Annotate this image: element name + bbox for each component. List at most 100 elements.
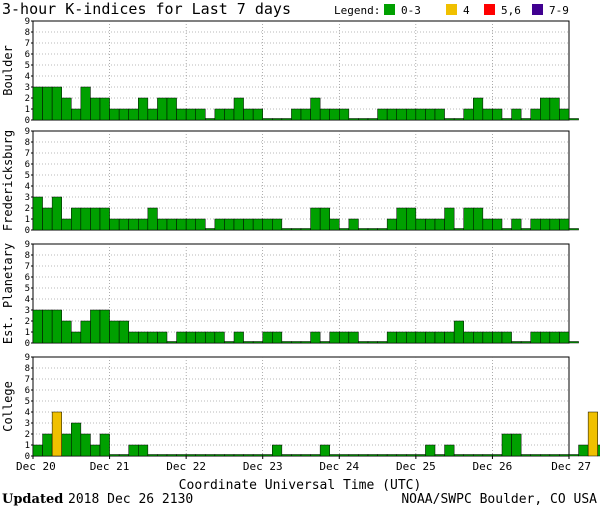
k-index-bar [291, 454, 302, 457]
k-index-bar [339, 331, 350, 344]
k-index-bar [166, 454, 177, 457]
k-index-bar [310, 207, 321, 231]
k-index-bar [597, 444, 600, 457]
y-tick-label: 5 [25, 397, 30, 407]
k-index-bar [243, 108, 254, 121]
k-index-bar [128, 331, 139, 344]
k-index-bar [329, 218, 340, 231]
updated-value: 2018 Dec 26 2130 [68, 492, 193, 507]
k-index-bar [42, 86, 53, 121]
k-index-bar [138, 97, 149, 121]
x-tick-label: Dec 20 [16, 460, 56, 473]
legend: 0-3 4 5,6 7-9 [384, 4, 569, 17]
k-index-bar [559, 218, 570, 231]
k-index-bar [367, 454, 378, 457]
k-index-bar [99, 433, 110, 457]
k-index-bar [61, 97, 72, 121]
k-index-bar [99, 97, 110, 121]
k-index-bar [444, 331, 455, 344]
k-index-bar [166, 218, 177, 231]
k-index-bar [262, 218, 273, 231]
k-index-bar [578, 444, 589, 457]
k-index-bar [147, 454, 158, 457]
k-index-bar [367, 228, 378, 231]
y-tick-label: 5 [25, 284, 30, 294]
k-index-bar [291, 341, 302, 344]
k-index-bar [214, 108, 225, 121]
k-index-bar [300, 341, 311, 344]
k-index-bar [549, 331, 560, 344]
y-tick-label: 9 [25, 353, 30, 363]
k-index-bar [252, 341, 263, 344]
k-index-bar [520, 341, 531, 344]
k-index-bar [348, 331, 359, 344]
k-index-bar [80, 86, 91, 121]
k-index-bar [281, 341, 292, 344]
y-tick-label: 5 [25, 61, 30, 71]
k-index-bar [32, 444, 43, 457]
k-index-bar [233, 331, 244, 344]
k-index-bar [463, 207, 474, 231]
k-index-bar [128, 218, 139, 231]
k-index-bar [453, 118, 464, 121]
k-index-bar [32, 309, 43, 344]
k-index-bar [185, 331, 196, 344]
legend-swatch [446, 4, 457, 15]
k-index-bar [71, 422, 82, 457]
y-tick-label: 1 [25, 105, 30, 115]
k-index-bar [482, 454, 493, 457]
k-index-bar [195, 331, 206, 344]
k-index-bar [492, 454, 503, 457]
k-index-bar [434, 454, 445, 457]
y-tick-label: 9 [25, 17, 30, 27]
x-tick-label: Dec 24 [319, 460, 359, 473]
k-index-bar [463, 454, 474, 457]
k-index-bar [559, 454, 570, 457]
k-index-bar [272, 331, 283, 344]
k-index-bar [166, 97, 177, 121]
k-index-bar [425, 218, 436, 231]
y-tick-label: 4 [25, 182, 30, 192]
k-index-bar [463, 108, 474, 121]
k-index-bar [138, 331, 149, 344]
k-index-bar [501, 331, 512, 344]
k-index-bar [310, 331, 321, 344]
k-index-bar [157, 331, 168, 344]
y-tick-label: 2 [25, 430, 30, 440]
k-index-bar [473, 331, 484, 344]
y-tick-label: 3 [25, 83, 30, 93]
k-index-bar [444, 444, 455, 457]
x-tick-label: Dec 25 [396, 460, 436, 473]
k-index-bar [281, 118, 292, 121]
k-index-bar [147, 331, 158, 344]
updated-label: Updated [2, 492, 63, 507]
x-tick-label: Dec 26 [473, 460, 513, 473]
k-index-bar [61, 320, 72, 344]
k-index-bar [473, 454, 484, 457]
y-tick-label: 4 [25, 295, 30, 305]
chart-header: 3-hour K-indices for Last 7 days Legend:… [2, 0, 569, 18]
y-tick-label: 2 [25, 94, 30, 104]
y-tick-label: 6 [25, 386, 30, 396]
k-index-bar [71, 207, 82, 231]
y-tick-label: 9 [25, 127, 30, 137]
k-index-bar [109, 320, 120, 344]
k-index-bar [252, 454, 263, 457]
k-index-bar [32, 196, 43, 231]
k-index-bar [243, 341, 254, 344]
y-tick-label: 4 [25, 408, 30, 418]
y-tick-label: 3 [25, 193, 30, 203]
k-index-bar [252, 108, 263, 121]
k-index-bar [482, 218, 493, 231]
k-index-bar [377, 108, 388, 121]
k-index-bar [90, 444, 101, 457]
panel-frame [32, 20, 570, 121]
k-index-bar [80, 433, 91, 457]
x-tick-label: Dec 21 [90, 460, 130, 473]
k-index-bar [473, 207, 484, 231]
k-index-bar [425, 331, 436, 344]
k-index-bar [377, 228, 388, 231]
k-index-bar [233, 218, 244, 231]
x-axis-label: Coordinate Universal Time (UTC) [179, 478, 422, 493]
y-tick-label: 8 [25, 138, 30, 148]
